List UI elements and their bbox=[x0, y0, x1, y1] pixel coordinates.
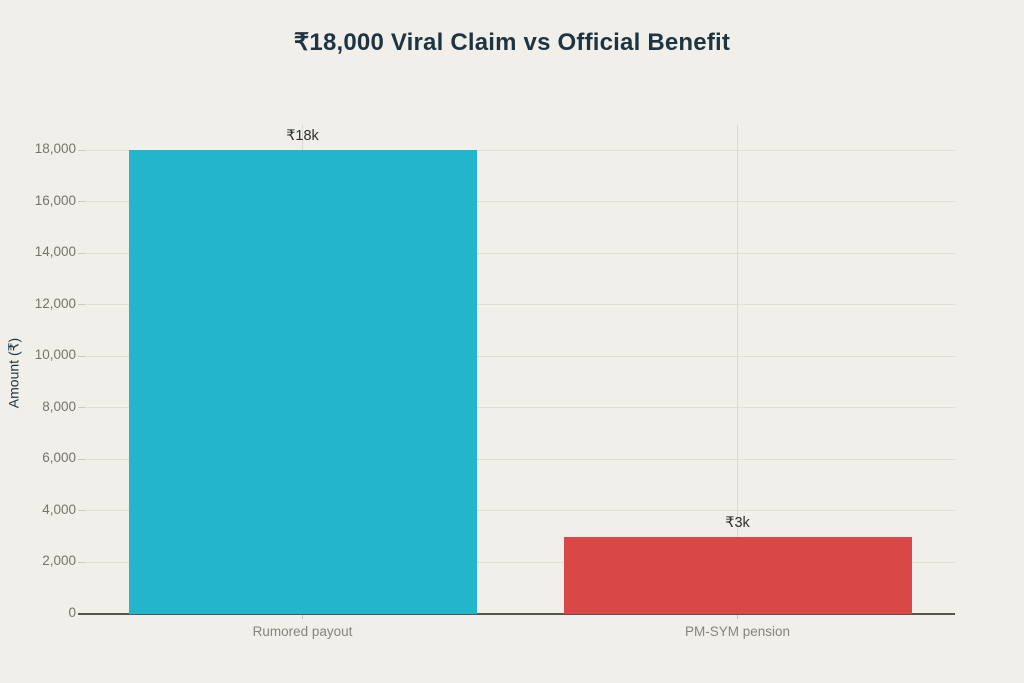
gridline-horizontal bbox=[85, 304, 955, 306]
x-category-label: Rumored payout bbox=[252, 624, 353, 639]
x-category-label: PM-SYM pension bbox=[684, 624, 791, 639]
y-tick-mark bbox=[78, 304, 85, 306]
y-tick-mark bbox=[78, 201, 85, 203]
y-tick-label: 14,000 bbox=[34, 244, 76, 260]
gridline-horizontal bbox=[85, 201, 955, 203]
y-tick-mark bbox=[78, 613, 85, 615]
y-tick-label: 6,000 bbox=[42, 450, 76, 466]
gridline-horizontal bbox=[85, 458, 955, 460]
y-tick-mark bbox=[78, 407, 85, 409]
y-tick-label: 8,000 bbox=[42, 398, 76, 414]
bar-value-label: ₹3k bbox=[725, 514, 750, 531]
y-tick-mark bbox=[78, 355, 85, 357]
gridline-horizontal bbox=[85, 407, 955, 409]
chart-title: ₹18,000 Viral Claim vs Official Benefit bbox=[293, 29, 731, 56]
y-tick-mark bbox=[78, 561, 85, 563]
y-tick-label: 0 bbox=[68, 605, 76, 620]
bar-pm-sym-pension bbox=[563, 536, 912, 614]
gridline-horizontal bbox=[85, 149, 955, 151]
gridline-horizontal bbox=[85, 561, 955, 563]
y-tick-label: 4,000 bbox=[42, 501, 76, 517]
x-axis-line bbox=[85, 613, 955, 615]
y-tick-mark bbox=[78, 149, 85, 151]
y-tick-mark bbox=[78, 458, 85, 460]
y-tick-mark bbox=[78, 252, 85, 254]
y-tick-label: 12,000 bbox=[34, 295, 76, 311]
y-tick-mark bbox=[78, 510, 85, 512]
bar-value-label: ₹18k bbox=[286, 128, 319, 144]
y-tick-label: 18,000 bbox=[34, 141, 76, 156]
gridline-vertical bbox=[737, 125, 738, 614]
gridline-horizontal bbox=[85, 252, 955, 254]
plot-area: ₹18k ₹3k bbox=[85, 125, 955, 615]
gridline-horizontal bbox=[85, 510, 955, 512]
y-tick-label: 16,000 bbox=[34, 192, 76, 208]
y-tick-label: 2,000 bbox=[42, 553, 76, 569]
x-tick-mark bbox=[302, 615, 303, 619]
y-tick-label: 10,000 bbox=[34, 347, 76, 363]
gridline-horizontal bbox=[85, 355, 955, 357]
x-tick-mark bbox=[737, 615, 738, 619]
bar-rumored-payout bbox=[128, 150, 477, 614]
